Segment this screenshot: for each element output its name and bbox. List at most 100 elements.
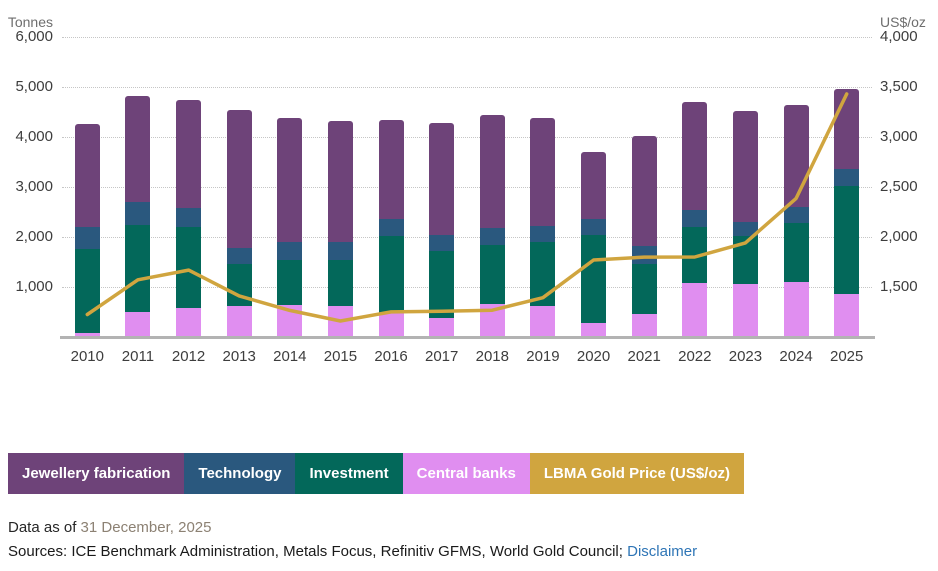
right-axis-tick: 3,500	[880, 78, 918, 95]
bar-segment-jewellery-fabrication[interactable]	[783, 104, 809, 207]
bar-column-2011	[113, 37, 164, 337]
x-axis-label-2010: 2010	[70, 348, 104, 365]
right-axis-tick: 1,500	[880, 278, 918, 295]
x-axis-label-2015: 2015	[323, 348, 358, 365]
right-axis-tick: 2,000	[880, 228, 918, 245]
bar-segment-technology[interactable]	[581, 218, 607, 235]
bar-segment-technology[interactable]	[530, 225, 556, 242]
x-axis-label-2014: 2014	[273, 348, 307, 365]
legend-item-technology[interactable]: Technology	[184, 453, 296, 494]
bar-segment-central-banks[interactable]	[631, 314, 657, 337]
left-axis-title: Tonnes	[7, 14, 53, 30]
right-axis-tick: 4,000	[880, 28, 918, 45]
bar-segment-investment[interactable]	[429, 251, 455, 318]
bar-segment-jewellery-fabrication[interactable]	[277, 117, 303, 242]
stacked-bar-2014	[277, 117, 303, 337]
bar-segment-investment[interactable]	[378, 235, 404, 313]
stacked-bar-2011	[125, 96, 151, 337]
bar-segment-jewellery-fabrication[interactable]	[682, 102, 708, 210]
bar-segment-investment[interactable]	[479, 245, 505, 304]
bar-segment-jewellery-fabrication[interactable]	[327, 120, 353, 242]
bar-segment-central-banks[interactable]	[176, 308, 202, 337]
bar-column-2015	[315, 37, 366, 337]
bar-segment-jewellery-fabrication[interactable]	[834, 88, 860, 169]
bar-segment-investment[interactable]	[327, 259, 353, 306]
bar-column-2014	[265, 37, 316, 337]
bar-segment-technology[interactable]	[682, 209, 708, 227]
x-axis-labels: 2010 2011 2012 2013 2014 2015 2016 2017 2018 2019…	[62, 348, 872, 365]
bar-column-2017	[416, 37, 467, 337]
bar-segment-investment[interactable]	[125, 224, 151, 312]
bar-segment-investment[interactable]	[530, 241, 556, 306]
bar-segment-central-banks[interactable]	[682, 283, 708, 337]
data-as-of-line: Data as of 31 December, 2025	[8, 519, 211, 536]
bar-segment-jewellery-fabrication[interactable]	[530, 117, 556, 226]
bar-segment-technology[interactable]	[783, 206, 809, 223]
bar-segment-central-banks[interactable]	[834, 293, 860, 337]
bar-segment-investment[interactable]	[631, 263, 657, 314]
bar-segment-investment[interactable]	[834, 185, 860, 294]
bar-segment-technology[interactable]	[834, 168, 860, 186]
legend-item-central-banks[interactable]: Central banks	[402, 453, 530, 494]
bar-segment-jewellery-fabrication[interactable]	[429, 122, 455, 235]
bar-segment-technology[interactable]	[479, 228, 505, 245]
x-axis-label-2018: 2018	[475, 348, 509, 365]
x-axis-label-2024: 2024	[779, 348, 813, 365]
stacked-bar-2015	[327, 120, 353, 337]
bar-segment-central-banks[interactable]	[429, 317, 455, 337]
lbma-gold-price-line[interactable]	[85, 92, 849, 323]
stacked-bar-2013	[226, 109, 252, 337]
bar-segment-jewellery-fabrication[interactable]	[732, 111, 758, 222]
bar-segment-central-banks[interactable]	[581, 323, 607, 337]
bar-segment-technology[interactable]	[429, 234, 455, 251]
x-axis-label-2022: 2022	[678, 348, 712, 365]
x-axis-label-2011: 2011	[121, 348, 155, 365]
bar-segment-technology[interactable]	[74, 227, 100, 249]
bar-segment-technology[interactable]	[226, 248, 252, 264]
x-axis-label-2020: 2020	[576, 348, 611, 365]
bar-segment-central-banks[interactable]	[530, 305, 556, 337]
gridline	[62, 237, 872, 238]
bar-segment-jewellery-fabrication[interactable]	[176, 100, 202, 208]
left-axis-tick: 1,000	[15, 278, 53, 295]
bar-segment-investment[interactable]	[277, 259, 303, 305]
bar-column-2016	[366, 37, 417, 337]
bar-segment-technology[interactable]	[176, 208, 202, 227]
bar-segment-jewellery-fabrication[interactable]	[226, 109, 252, 248]
bar-segment-technology[interactable]	[327, 241, 353, 260]
legend-item-lbma-gold-price-us-oz[interactable]: LBMA Gold Price (US$/oz)	[529, 453, 744, 494]
stacked-bar-2019	[530, 117, 556, 337]
bar-segment-investment[interactable]	[581, 234, 607, 323]
bar-segment-central-banks[interactable]	[732, 284, 758, 337]
bar-segment-central-banks[interactable]	[74, 332, 100, 337]
bar-segment-jewellery-fabrication[interactable]	[479, 114, 505, 228]
left-axis-tick: 4,000	[15, 128, 53, 145]
sources-line: Sources: ICE Benchmark Administration, M…	[8, 543, 697, 560]
legend-item-jewellery-fabrication[interactable]: Jewellery fabrication	[8, 453, 185, 494]
bar-segment-technology[interactable]	[378, 218, 404, 236]
bar-segment-investment[interactable]	[74, 248, 100, 333]
bar-segment-central-banks[interactable]	[378, 312, 404, 337]
stacked-bar-2016	[378, 120, 404, 337]
right-axis-tick: 2,500	[880, 178, 918, 195]
bar-segment-technology[interactable]	[732, 222, 758, 236]
bar-segment-central-banks[interactable]	[125, 312, 151, 337]
x-axis-label-2021: 2021	[627, 348, 661, 365]
bar-segment-jewellery-fabrication[interactable]	[74, 123, 100, 227]
bar-segment-jewellery-fabrication[interactable]	[631, 135, 657, 246]
bar-segment-jewellery-fabrication[interactable]	[581, 152, 607, 219]
bar-segment-central-banks[interactable]	[783, 281, 809, 337]
legend-item-investment[interactable]: Investment	[295, 453, 403, 494]
disclaimer-link[interactable]: Disclaimer	[627, 543, 698, 560]
bar-segment-investment[interactable]	[783, 223, 809, 282]
bar-segment-jewellery-fabrication[interactable]	[378, 120, 404, 219]
x-axis-baseline	[60, 336, 875, 339]
bar-segment-technology[interactable]	[277, 242, 303, 260]
bar-segment-technology[interactable]	[125, 201, 151, 225]
bar-segment-investment[interactable]	[176, 227, 202, 308]
price-line-layer	[85, 92, 849, 323]
stacked-bar-2010	[74, 123, 100, 337]
x-axis-label-2019: 2019	[526, 348, 560, 365]
bar-segment-central-banks[interactable]	[226, 305, 252, 337]
bar-segment-jewellery-fabrication[interactable]	[125, 96, 151, 202]
